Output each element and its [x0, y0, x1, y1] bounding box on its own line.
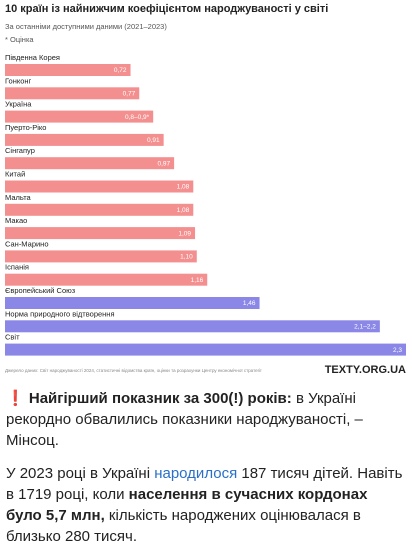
chart-title: 10 країн із найнижчим коефіцієнтом народ… — [5, 3, 328, 15]
category-label: Сан-Марино — [5, 239, 49, 248]
category-label: Світ — [5, 333, 20, 342]
category-label: Пуерто-Ріко — [5, 123, 46, 132]
chart: 10 країн із найнижчим коефіцієнтом народ… — [5, 3, 406, 376]
category-label: Європейський Союз — [5, 286, 76, 295]
logo: TEXTY.ORG.UA — [325, 364, 406, 376]
paragraph: ❗ Найгірший показник за 300(!) років: в … — [6, 388, 406, 451]
text: в Україні рекордно обвалились показники … — [6, 390, 363, 449]
category-label: Макао — [5, 216, 27, 225]
page: 10 країн із найнижчим коефіцієнтом народ… — [5, 2, 407, 545]
value-label: 0,97 — [157, 160, 170, 167]
bar — [5, 133, 164, 146]
bar — [5, 64, 131, 76]
value-label: 1,10 — [180, 254, 193, 261]
bar — [5, 110, 154, 123]
text: У 2023 році в Україні — [6, 465, 155, 482]
post: ❗ Найгірший показник за 300(!) років: в … — [6, 388, 406, 559]
value-label: 0,72 — [114, 67, 127, 74]
bar — [5, 250, 197, 263]
value-label: 2,1–2,2 — [354, 324, 376, 331]
bar — [5, 273, 208, 286]
bar — [5, 180, 194, 193]
category-label: Китай — [5, 169, 25, 178]
category-label: Мальта — [5, 193, 32, 202]
bar — [5, 87, 140, 100]
bar — [5, 297, 260, 309]
value-label: 1,09 — [178, 230, 191, 237]
value-label: 0,91 — [147, 137, 160, 144]
bar — [5, 203, 194, 216]
alert-icon: ❗ — [6, 390, 25, 407]
bar — [5, 157, 175, 170]
bar — [5, 227, 196, 240]
category-label: Україна — [5, 100, 32, 109]
category-label: Сінгапур — [5, 146, 35, 155]
text: 187 тисяч дітей. Навіть в 1719 році, кол… — [6, 465, 403, 503]
category-label: Гонконг — [5, 76, 32, 85]
category-label: Іспанія — [5, 263, 29, 272]
bar — [5, 343, 406, 356]
value-label: 1,46 — [243, 300, 256, 307]
subtitle: За останніми доступними даними (2021–202… — [5, 22, 167, 31]
paragraph: У 2023 році в Україні народилося 187 тис… — [6, 463, 406, 547]
note: * Оцінка — [5, 35, 34, 44]
value-label: 1,08 — [177, 184, 190, 191]
link[interactable]: народилося — [154, 465, 238, 482]
value-label: 1,08 — [177, 207, 190, 214]
bar — [5, 320, 380, 333]
value-label: 2,3 — [393, 347, 402, 354]
category-label: Норма природного відтворення — [5, 309, 115, 318]
bold-text: населення в сучасних кордонах було 5,7 м… — [6, 486, 368, 524]
category-label: Південна Корея — [5, 53, 60, 62]
source: Джерело даних: Світ народжуваності 2024,… — [5, 368, 262, 373]
value-label: 0,8–0,9* — [125, 114, 150, 121]
bold-text: Найгірший показник за 300(!) років: — [28, 390, 292, 407]
value-label: 0,77 — [123, 91, 136, 98]
value-label: 1,16 — [191, 277, 204, 284]
